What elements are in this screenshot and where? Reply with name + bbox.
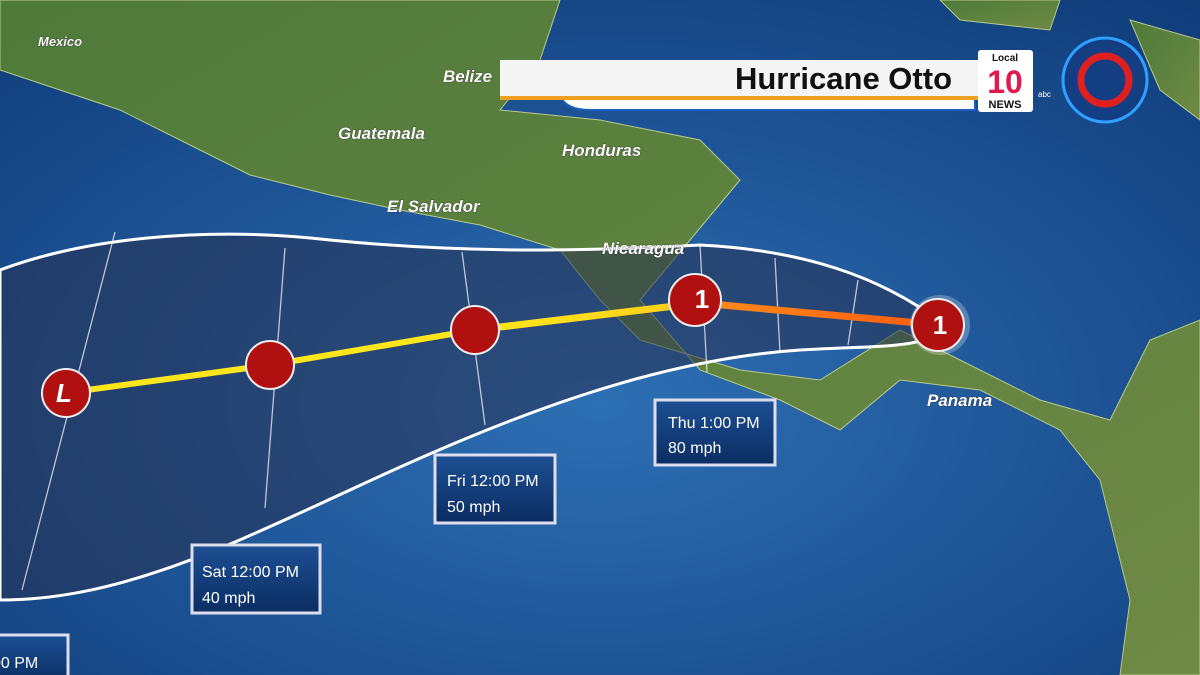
- logo-bg: [978, 50, 1033, 112]
- storm-icon: [41, 368, 91, 418]
- radar-icon: [1061, 36, 1149, 124]
- forecast-box: [190, 543, 322, 615]
- place-label: Nicaragua: [602, 239, 684, 258]
- storm-icon: [668, 273, 722, 327]
- banner-stripe: [500, 96, 980, 100]
- forecast-boxes: Thu 1:00 PM 80 mph Fri 12:00 PM 50 mph S…: [0, 398, 777, 675]
- storm-category: L: [56, 378, 72, 408]
- forecast-wind: 40 mph: [202, 590, 255, 607]
- storm-icon: [450, 305, 500, 355]
- storm-icons: 1 1 L: [41, 273, 970, 418]
- place-label: Panama: [927, 391, 992, 410]
- forecast-time: Sat 12:00 PM: [202, 564, 299, 581]
- storm-icon: [911, 298, 965, 352]
- forecast-box: [653, 398, 777, 467]
- place-label: Honduras: [562, 141, 641, 160]
- forecast-time: Fri 12:00 PM: [447, 473, 539, 490]
- storm-category: 1: [933, 310, 947, 340]
- place-label: Guatemala: [338, 124, 425, 143]
- station-logo: Local 10 NEWS abc: [978, 36, 1149, 124]
- forecast-time: Thu 1:00 PM: [668, 415, 760, 432]
- radar-icon: [1077, 52, 1133, 108]
- forecast-box: [0, 633, 70, 675]
- forecast-box: [433, 453, 557, 525]
- place-label: El Salvador: [387, 197, 481, 216]
- storm-icon: [245, 340, 295, 390]
- place-label: Mexico: [38, 34, 82, 49]
- place-label: Belize: [443, 67, 492, 86]
- forecast-wind: 50 mph: [447, 499, 500, 516]
- banner-title: Hurricane Otto: [735, 61, 952, 96]
- logo-number: 10: [987, 64, 1023, 100]
- title-banner: Hurricane Otto: [500, 60, 980, 111]
- logo-bottom: NEWS: [989, 99, 1022, 111]
- storm-category: 1: [695, 284, 709, 314]
- logo-network: abc: [1038, 90, 1051, 99]
- place-labels: Mexico Belize Guatemala Honduras El Salv…: [38, 34, 993, 411]
- forecast-time: 00 PM: [0, 655, 38, 672]
- banner-bar: [500, 60, 980, 98]
- forecast-wind: 80 mph: [668, 440, 721, 457]
- logo-top: Local: [992, 53, 1018, 64]
